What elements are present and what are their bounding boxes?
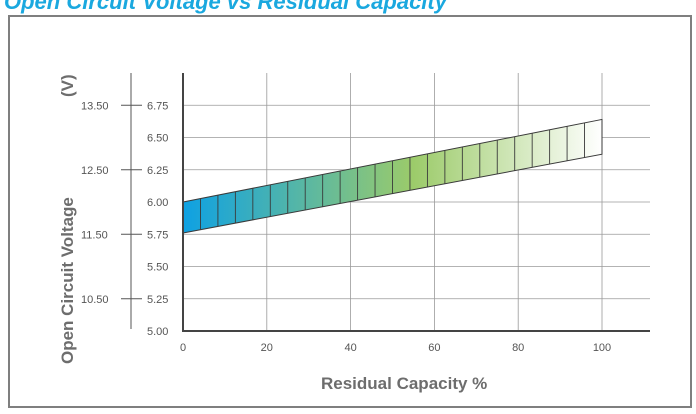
y-tick-label-inner: 6.50 bbox=[147, 133, 168, 145]
x-tick-label: 40 bbox=[344, 342, 356, 354]
y-tick-label-inner: 5.00 bbox=[147, 326, 168, 338]
y-tick-label-inner: 5.25 bbox=[147, 294, 168, 306]
y-ticks-outer: 10.50 11.50 12.50 13.50 bbox=[81, 100, 142, 306]
chart-frame bbox=[8, 15, 692, 408]
y-axis-label: Open Circuit Voltage bbox=[58, 197, 77, 364]
y-axis-unit: (V) bbox=[58, 74, 77, 97]
y-ticks-inner: 5.00 5.25 5.50 5.75 6.00 6.25 6.50 6.75 bbox=[147, 100, 168, 338]
x-ticks: 0 20 40 60 80 100 bbox=[180, 342, 611, 354]
x-tick-label: 80 bbox=[512, 342, 524, 354]
x-tick-label: 100 bbox=[593, 342, 611, 354]
x-tick-label: 60 bbox=[428, 342, 440, 354]
y-tick-label-outer: 12.50 bbox=[81, 165, 109, 177]
grid-lines bbox=[183, 73, 650, 331]
axes bbox=[182, 73, 650, 332]
y-tick-label-outer: 11.50 bbox=[81, 229, 108, 241]
chart-title: Open Circuit Voltage vs Residual Capacit… bbox=[4, 0, 447, 14]
x-tick-label: 20 bbox=[261, 342, 273, 354]
y-tick-label-outer: 13.50 bbox=[81, 100, 109, 112]
y-tick-label-inner: 6.00 bbox=[147, 197, 168, 209]
y-tick-label-inner: 5.75 bbox=[147, 229, 168, 241]
x-axis-label: Residual Capacity % bbox=[321, 374, 487, 393]
x-tick-label: 0 bbox=[180, 342, 186, 354]
y-tick-label-outer: 10.50 bbox=[81, 294, 109, 306]
y-tick-label-inner: 5.50 bbox=[147, 262, 168, 274]
y-tick-label-inner: 6.25 bbox=[147, 165, 168, 177]
voltage-band bbox=[182, 118, 603, 234]
y-tick-label-inner: 6.75 bbox=[147, 100, 168, 112]
